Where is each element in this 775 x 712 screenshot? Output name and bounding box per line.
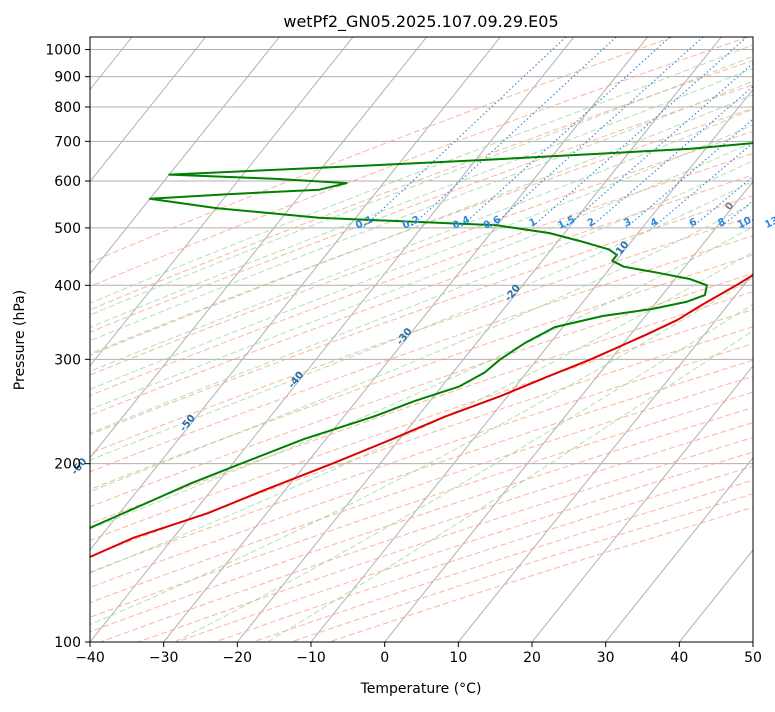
mixing-ratio-line: [590, 37, 775, 228]
isotherm-line: [90, 37, 574, 642]
background-lines: [0, 37, 775, 642]
mixing-ratio-label: 10: [736, 215, 753, 231]
dry-adiabat-label: -30: [395, 326, 415, 347]
x-tick-label: 30: [597, 650, 615, 666]
x-tick-label: −30: [149, 650, 179, 666]
mixing-ratio-line: [743, 37, 775, 228]
dry-adiabat: [100, 37, 775, 642]
y-tick-label: 600: [54, 174, 81, 190]
isotherm-line: [679, 37, 775, 642]
temperature-profile-line: [0, 50, 775, 642]
x-tick-label: 40: [670, 650, 688, 666]
y-tick-label: 500: [54, 221, 81, 237]
isotherm-line: [311, 37, 775, 642]
plot-frame: [90, 37, 753, 642]
isotherm-line: [0, 37, 58, 642]
y-tick-label: 400: [54, 278, 81, 294]
isotherm-line: [16, 37, 500, 642]
x-tick-label: −10: [296, 650, 326, 666]
mixing-ratio-line: [490, 37, 702, 228]
moist-adiabat: [175, 37, 775, 642]
isotherm-line: [458, 37, 775, 642]
y-tick-label: 700: [54, 134, 81, 150]
x-tick-label: −40: [75, 650, 105, 666]
y-tick-label: 300: [54, 352, 81, 368]
mixing-ratio-line: [410, 37, 616, 228]
mixing-ratio-label: 1.5: [556, 214, 577, 231]
mixing-ratio-label: 0.4: [451, 214, 472, 231]
isotherm-line: [606, 37, 775, 642]
mixing-ratio-line: [720, 37, 775, 228]
dry-adiabat-label: -20: [503, 283, 523, 304]
mixing-ratio-label: 13: [763, 215, 775, 231]
isotherm-line: [753, 37, 775, 642]
moist-adiabat: [49, 37, 775, 642]
y-axis-label: Pressure (hPa): [12, 290, 28, 390]
x-tick-label: 20: [523, 650, 541, 666]
y-tick-label: 200: [54, 457, 81, 473]
mixing-ratio-line: [691, 37, 775, 228]
series-layer: [0, 50, 775, 642]
moist-adiabat: [0, 37, 773, 642]
x-tick-label: 50: [744, 650, 762, 666]
x-tick-label: −20: [223, 650, 253, 666]
mixing-ratio-line: [652, 37, 775, 228]
x-tick-label: 0: [380, 650, 389, 666]
isotherm-line: [0, 37, 279, 642]
mixing-ratio-line: [770, 37, 775, 228]
chart-title: wetPf2_GN05.2025.107.09.29.E05: [283, 12, 558, 32]
isotherm-line: [0, 37, 353, 642]
isotherm-line: [385, 37, 775, 642]
y-tick-label: 100: [54, 635, 81, 651]
y-tick-label: 800: [54, 100, 81, 116]
dry-adiabat: [215, 37, 775, 642]
dry-adiabat: [0, 37, 775, 642]
mixing-ratio-label: 0.6: [482, 214, 503, 231]
isotherm-line: [0, 37, 427, 642]
mixing-ratio-line: [363, 37, 566, 228]
y-tick-label: 900: [54, 70, 81, 86]
x-axis-label: Temperature (°C): [360, 681, 482, 697]
mixing-ratio-line: [531, 37, 747, 228]
y-tick-label: 1000: [45, 43, 81, 59]
dry-adiabat-label: -40: [286, 370, 306, 391]
x-tick-label: 10: [449, 650, 467, 666]
